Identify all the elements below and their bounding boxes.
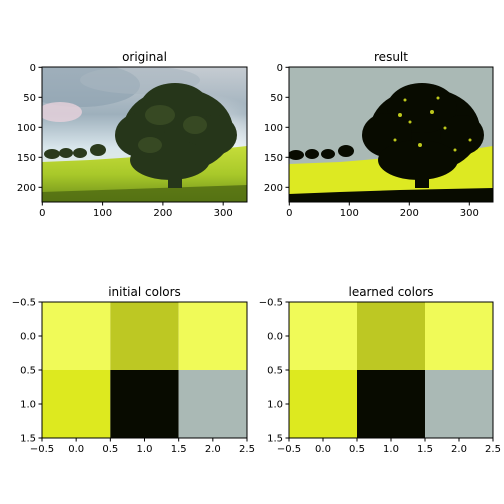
y-tick-label: 1.0: [267, 400, 283, 411]
y-tick-label: 100: [17, 123, 36, 134]
y-tick-label: 1.5: [267, 434, 283, 445]
y-tick-label: 1.5: [20, 434, 36, 445]
y-tick-label: 0.5: [20, 366, 36, 377]
y-tick-label: 100: [264, 123, 283, 134]
x-tick-label: 300: [460, 208, 479, 219]
y-tick-label: 1.0: [20, 400, 36, 411]
y-tick-label: −0.5: [259, 298, 283, 309]
x-tick-label: 0: [39, 208, 45, 219]
panel-title: result: [374, 50, 408, 64]
x-tick-label: 2.5: [239, 444, 255, 455]
x-tick-label: 2.0: [205, 444, 221, 455]
x-tick-label: 200: [400, 208, 419, 219]
heatmap-cell: [289, 302, 357, 370]
axes-frame: [41, 66, 248, 203]
original-photo: [42, 67, 247, 202]
y-tick-label: 150: [264, 153, 283, 164]
y-tick-label: 0.0: [267, 332, 283, 343]
x-tick-label: 300: [214, 208, 233, 219]
y-tick-label: 200: [17, 183, 36, 194]
y-tick-label: 150: [17, 153, 36, 164]
y-tick-label: 50: [270, 93, 283, 104]
y-tick-label: 0: [30, 63, 36, 74]
y-tick-label: 0: [277, 63, 283, 74]
x-tick-label: −0.5: [30, 444, 54, 455]
x-tick-label: 2.5: [485, 444, 501, 455]
x-tick-label: 1.0: [383, 444, 399, 455]
x-tick-label: 0.5: [349, 444, 365, 455]
panel-title: initial colors: [108, 285, 181, 299]
y-tick-label: −0.5: [12, 298, 36, 309]
y-tick-label: 200: [264, 183, 283, 194]
x-tick-label: −0.5: [277, 444, 301, 455]
x-tick-label: 0.5: [102, 444, 118, 455]
y-tick-label: 0.0: [20, 332, 36, 343]
heatmap-cell: [42, 302, 111, 370]
y-tick-label: 0.5: [267, 366, 283, 377]
panel-title: learned colors: [348, 285, 433, 299]
panel-initial-colors: initial colors −0.5 0.0 0.5 1.0 1.5 2.0 2.5 −0.…: [12, 285, 255, 455]
heatmap-cell: [357, 370, 425, 438]
x-tick-label: 0.0: [315, 444, 331, 455]
panel-title: original: [122, 50, 167, 64]
x-tick-label: 0.0: [68, 444, 84, 455]
heatmap-cell: [425, 370, 493, 438]
x-tick-label: 2.0: [451, 444, 467, 455]
x-tick-label: 200: [153, 208, 172, 219]
heatmap-cell: [42, 370, 111, 438]
x-tick-label: 0: [286, 208, 292, 219]
panel-original: original: [17, 50, 248, 219]
heatmap-cell: [110, 302, 179, 370]
heatmap-cell: [357, 302, 425, 370]
x-tick-label: 100: [93, 208, 112, 219]
x-tick-label: 1.5: [417, 444, 433, 455]
heatmap-cell: [178, 370, 247, 438]
y-tick-label: 50: [23, 93, 36, 104]
x-tick-label: 1.0: [137, 444, 153, 455]
x-tick-label: 1.5: [171, 444, 187, 455]
panel-learned-colors: learned colors −0.5 0.0 0.5 1.0 1.5 2.0 2.5 −0.…: [259, 285, 501, 455]
heatmap-cell: [289, 370, 357, 438]
heatmap-cell: [110, 370, 179, 438]
result-image: [289, 67, 493, 202]
axes-frame: [288, 66, 494, 203]
heatmap-cell: [178, 302, 247, 370]
heatmap-cell: [425, 302, 493, 370]
x-tick-label: 100: [340, 208, 359, 219]
panel-result: result: [264, 50, 494, 219]
